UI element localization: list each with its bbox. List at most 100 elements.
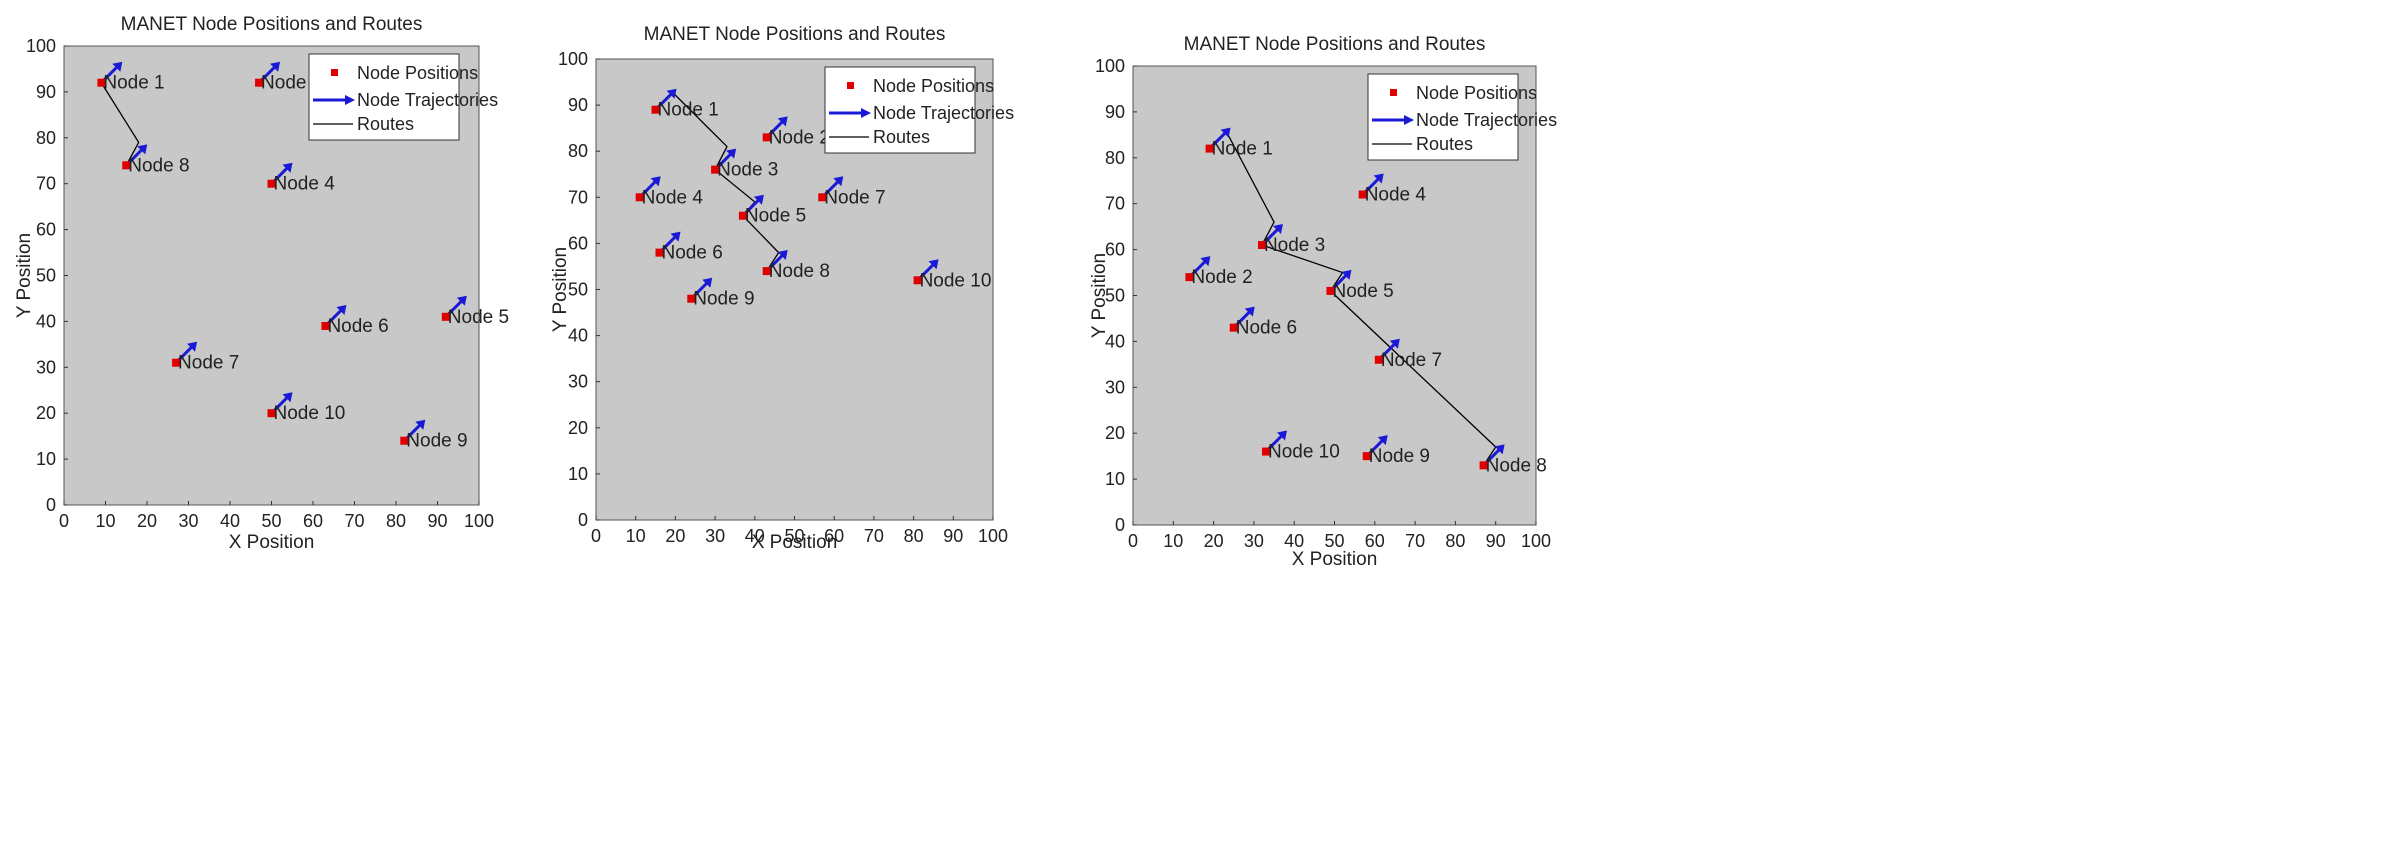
trajectory-arrowhead xyxy=(270,61,281,72)
legend: Node Positions Node Trajectories Routes xyxy=(308,53,498,141)
trajectory-arrowhead xyxy=(336,304,347,315)
y-tick-label: 50 xyxy=(36,266,56,286)
legend-label-node-positions: Node Positions xyxy=(1416,83,1537,103)
x-tick-label: 20 xyxy=(1204,531,1224,551)
y-axis-label: Y Position xyxy=(14,233,35,318)
trajectory-arrowhead xyxy=(670,231,681,242)
chart-panel-1: MANET Node Positions and Routes 0 10 20 30 40… xyxy=(14,14,509,553)
node-marker xyxy=(1479,461,1488,470)
y-tick-label: 20 xyxy=(1105,423,1125,443)
node-marker xyxy=(818,193,827,202)
x-tick-label: 60 xyxy=(303,511,323,531)
x-tick-label: 90 xyxy=(1486,531,1506,551)
legend-box xyxy=(824,66,976,154)
node-label: Node 8 xyxy=(128,155,189,176)
node-marker xyxy=(738,211,747,220)
node-node-2: Node 2 xyxy=(1185,256,1253,288)
x-axis-label: X Position xyxy=(752,532,838,553)
x-tick-label: 0 xyxy=(59,511,69,531)
node-node-7: Node 7 xyxy=(818,176,886,208)
node-label: Node 3 xyxy=(1264,235,1325,256)
y-tick-label: 20 xyxy=(568,418,588,438)
trajectory-arrowhead xyxy=(187,341,198,352)
node-marker xyxy=(1358,190,1367,199)
node-node-7: Node 7 xyxy=(1374,338,1442,371)
node-node-8: Node 8 xyxy=(1479,444,1547,476)
legend-label-node-trajectories: Node Trajectories xyxy=(873,103,1014,123)
legend-label-node-positions: Node Positions xyxy=(873,76,994,96)
trajectory-arrowhead xyxy=(137,144,148,155)
trajectory-arrowhead xyxy=(928,259,939,270)
node-node-9: Node 9 xyxy=(1362,435,1430,467)
node-label: Node 8 xyxy=(769,261,830,282)
legend-label-routes: Routes xyxy=(357,114,414,134)
node-marker xyxy=(1362,452,1371,461)
node-node-2: Node 2 xyxy=(255,61,322,94)
trajectory-arrowhead xyxy=(666,88,677,99)
y-tick-label: 60 xyxy=(568,233,588,253)
y-tick-label: 100 xyxy=(1095,56,1125,76)
node-marker xyxy=(1185,273,1194,282)
node-node-6: Node 6 xyxy=(655,231,723,264)
x-axis-label: X Position xyxy=(1292,549,1378,570)
y-tick-label: 70 xyxy=(36,174,56,194)
trajectory-arrowhead xyxy=(1341,269,1352,280)
y-tick-label: 20 xyxy=(36,403,56,423)
node-label: Node 5 xyxy=(745,206,806,227)
y-tick-label: 40 xyxy=(36,311,56,331)
trajectory-arrowhead xyxy=(753,194,764,205)
legend: Node Positions Node Trajectories Routes xyxy=(1367,73,1557,161)
node-marker xyxy=(1374,355,1383,364)
y-tick-label: 0 xyxy=(1115,515,1125,535)
legend-node-marker xyxy=(1390,89,1397,96)
node-marker xyxy=(1261,447,1270,456)
route-line xyxy=(100,82,140,166)
x-tick-label: 40 xyxy=(220,511,240,531)
trajectory-arrowhead xyxy=(833,176,844,187)
node-label: Node 7 xyxy=(178,353,239,374)
node-marker xyxy=(1205,144,1214,153)
node-marker xyxy=(1257,241,1266,250)
node-marker xyxy=(913,276,922,285)
trajectory-arrowhead xyxy=(1244,306,1255,317)
node-label: Node 2 xyxy=(261,73,322,94)
node-label: Node 6 xyxy=(662,243,723,264)
y-tick-label: 80 xyxy=(36,128,56,148)
chart-title: MANET Node Positions and Routes xyxy=(1184,34,1486,55)
legend-node-marker xyxy=(847,82,854,89)
node-label: Node 7 xyxy=(1381,350,1442,371)
node-node-7: Node 7 xyxy=(172,341,239,374)
chart-title: MANET Node Positions and Routes xyxy=(644,24,946,45)
node-node-9: Node 9 xyxy=(687,277,755,310)
node-label: Node 6 xyxy=(1236,318,1297,339)
x-tick-label: 100 xyxy=(978,526,1008,546)
x-tick-label: 50 xyxy=(261,511,281,531)
trajectory-arrowhead xyxy=(282,162,293,173)
node-marker xyxy=(267,409,276,418)
node-marker xyxy=(655,248,664,257)
node-label: Node 6 xyxy=(327,316,388,337)
node-node-1: Node 1 xyxy=(1205,127,1273,160)
x-tick-label: 0 xyxy=(591,526,601,546)
node-label: Node 9 xyxy=(693,289,754,310)
x-tick-label: 60 xyxy=(1365,531,1385,551)
trajectory-arrowhead xyxy=(1276,430,1287,441)
node-marker xyxy=(172,358,181,367)
trajectory-arrowhead xyxy=(456,295,467,306)
x-tick-label: 70 xyxy=(344,511,364,531)
legend-label-node-trajectories: Node Trajectories xyxy=(1416,110,1557,130)
y-tick-label: 100 xyxy=(26,36,56,56)
node-label: Node 1 xyxy=(1212,139,1273,160)
trajectory-arrowhead xyxy=(777,250,788,261)
node-marker xyxy=(441,312,450,321)
trajectory-arrowhead xyxy=(777,116,788,127)
trajectory-arrowhead xyxy=(726,148,737,159)
x-tick-label: 80 xyxy=(386,511,406,531)
node-label: Node 10 xyxy=(1268,442,1340,463)
node-marker xyxy=(1326,286,1335,295)
y-tick-label: 50 xyxy=(1105,286,1125,306)
y-tick-label: 10 xyxy=(1105,469,1125,489)
x-tick-label: 30 xyxy=(1244,531,1264,551)
legend-label-node-trajectories: Node Trajectories xyxy=(357,90,498,110)
y-tick-label: 70 xyxy=(568,187,588,207)
